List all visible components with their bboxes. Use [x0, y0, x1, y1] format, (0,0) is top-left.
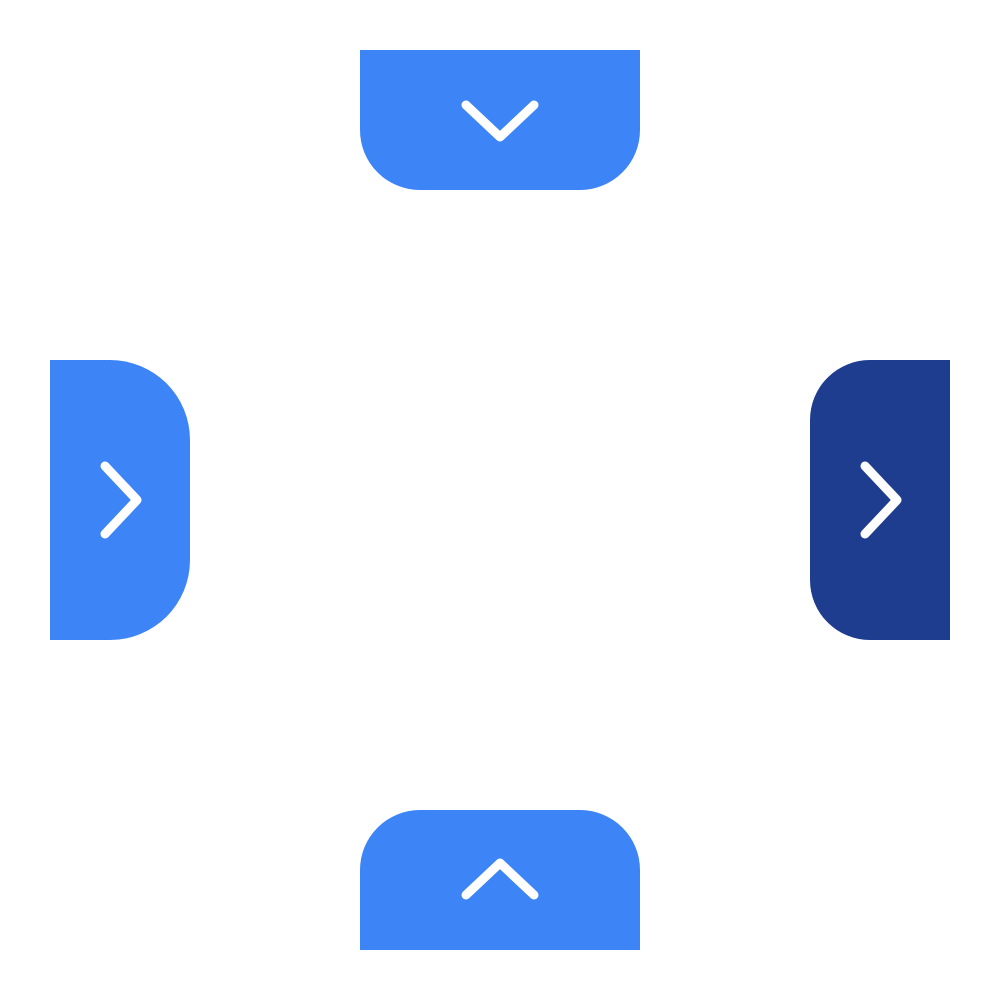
top-edge-tab-button[interactable]	[360, 50, 640, 190]
chevron-right-icon	[855, 460, 905, 540]
bottom-edge-tab-button[interactable]	[360, 810, 640, 950]
chevron-up-icon	[460, 855, 540, 905]
right-edge-tab-button[interactable]	[810, 360, 950, 640]
chevron-down-icon	[460, 95, 540, 145]
left-edge-tab-button[interactable]	[50, 360, 190, 640]
chevron-right-icon	[95, 460, 145, 540]
